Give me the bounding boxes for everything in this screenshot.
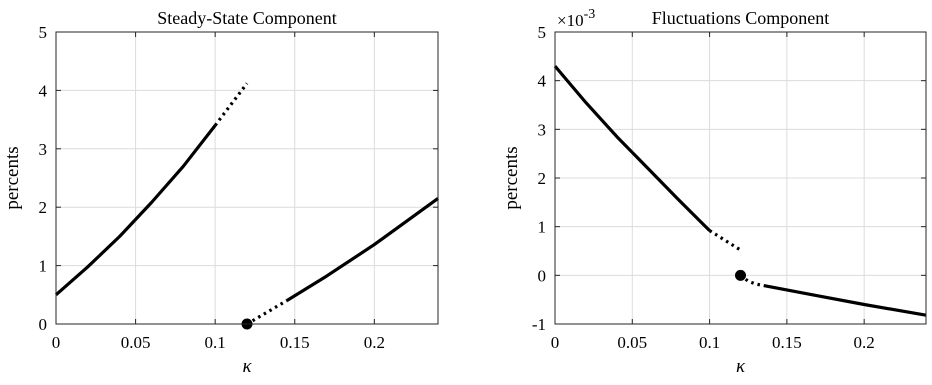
- x-tick-label: 0.05: [121, 333, 151, 352]
- y-tick-label: 3: [538, 120, 547, 139]
- series-line-3-dotted: [246, 299, 288, 326]
- y-axis-label: percents: [2, 146, 23, 209]
- y-tick-label: 2: [39, 198, 48, 217]
- x-tick-label: 0: [52, 333, 61, 352]
- x-tick-label: 0.15: [772, 333, 802, 352]
- x-tick-label: 0.05: [617, 333, 647, 352]
- axes-box: [55, 31, 439, 325]
- y-tick-label: 4: [538, 72, 547, 91]
- y-axis-label: percents: [501, 146, 522, 209]
- y-tick-label: 1: [538, 218, 547, 237]
- y-tick-label: 0: [39, 315, 48, 334]
- x-tick-label: 0.1: [205, 333, 226, 352]
- x-tick-label: 0.2: [854, 333, 875, 352]
- exponent-label: ×10-3: [557, 7, 595, 30]
- chart-title: Fluctuations Component: [652, 8, 830, 28]
- chart-title: Steady-State Component: [157, 8, 336, 28]
- chart-1: 0 0.05 0.1 0.15 0.2 0 1 2 3 4 5 κ percents Steady-Sta…: [2, 8, 439, 377]
- y-tick-label: 0: [538, 266, 547, 285]
- x-tick-label: 0: [551, 333, 560, 352]
- y-tick-label: 1: [39, 257, 48, 276]
- chart-2: 0 0.05 0.1 0.15 0.2 -1 0 1 2 3 4 5 κ percents Fluctuat…: [501, 7, 927, 377]
- y-tick-label: 5: [538, 23, 547, 42]
- y-tick-label: 5: [39, 23, 48, 42]
- exponent-power: -3: [584, 7, 596, 22]
- marker-point: [735, 269, 746, 281]
- y-tick-label: 3: [39, 140, 48, 159]
- series-line-2-dotted: [213, 82, 249, 127]
- y-tick-label: -1: [532, 315, 546, 334]
- x-axis-label: κ: [242, 356, 252, 377]
- series-line-4-solid: [285, 197, 439, 302]
- x-tick-label: 0.1: [699, 333, 720, 352]
- x-tick-label: 0.15: [280, 333, 310, 352]
- plot-area: [56, 32, 438, 324]
- series-line-3-dotted: [739, 274, 765, 288]
- series-line-1-solid: [54, 124, 217, 297]
- y-tick-label: 2: [538, 169, 547, 188]
- series-line-1-solid: [553, 65, 711, 232]
- y-tick-label: 4: [39, 81, 48, 100]
- series-line-4-solid: [763, 284, 927, 317]
- x-tick-label: 0.2: [364, 333, 385, 352]
- x-axis-label: κ: [736, 356, 746, 377]
